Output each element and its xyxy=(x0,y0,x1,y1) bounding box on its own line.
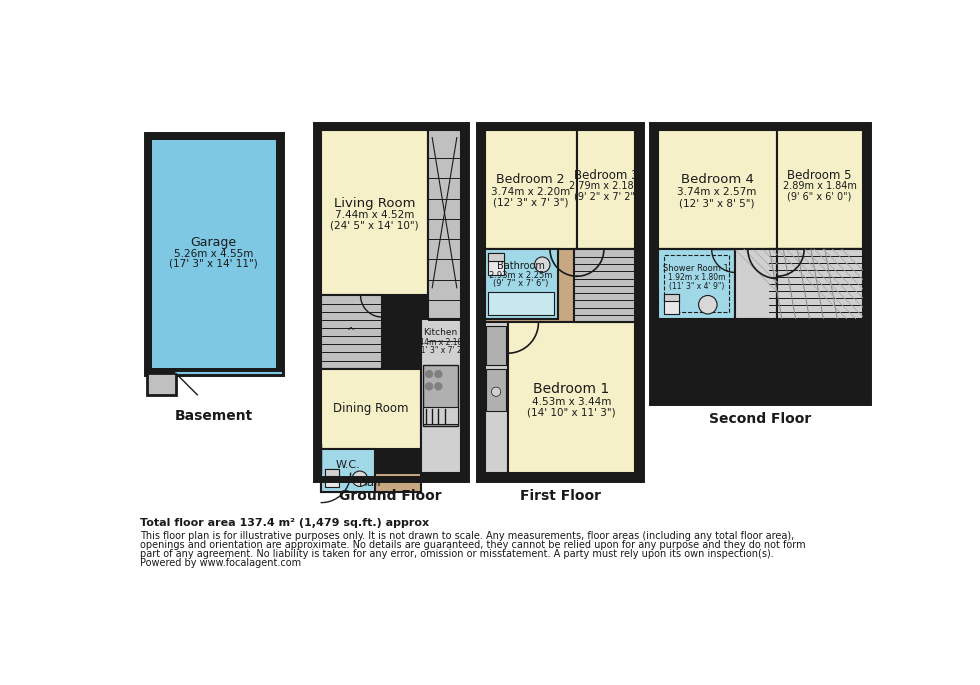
Circle shape xyxy=(435,383,442,390)
Bar xyxy=(484,249,558,319)
Text: 1.92m x 1.80m: 1.92m x 1.80m xyxy=(667,273,725,282)
Text: Dining Room: Dining Room xyxy=(333,402,409,415)
Bar xyxy=(664,294,679,314)
Bar xyxy=(321,473,420,492)
Circle shape xyxy=(435,371,442,377)
Circle shape xyxy=(425,383,432,390)
Text: 2.79m x 2.18m: 2.79m x 2.18m xyxy=(569,181,643,191)
Circle shape xyxy=(352,471,368,486)
Text: 2.89m x 1.84m: 2.89m x 1.84m xyxy=(783,181,857,191)
Text: (17' 3" x 14' 11"): (17' 3" x 14' 11") xyxy=(170,259,258,269)
Bar xyxy=(484,130,635,139)
Text: Bedroom 4: Bedroom 4 xyxy=(681,173,754,186)
Bar xyxy=(488,253,504,275)
Text: 2.93m x 2.25m: 2.93m x 2.25m xyxy=(489,271,553,280)
Text: part of any agreement. No liability is taken for any error, omission or misstate: part of any agreement. No liability is t… xyxy=(140,549,774,559)
Circle shape xyxy=(535,257,550,273)
Bar xyxy=(321,449,375,492)
Bar xyxy=(152,140,276,368)
Bar xyxy=(664,294,679,301)
Bar xyxy=(658,130,862,138)
Text: Bedroom 1: Bedroom 1 xyxy=(533,382,610,396)
Bar xyxy=(321,369,420,449)
Text: Bedroom 2: Bedroom 2 xyxy=(497,173,565,186)
Text: Total floor area 137.4 m² (1,479 sq.ft.) approx: Total floor area 137.4 m² (1,479 sq.ft.)… xyxy=(140,518,429,527)
Bar xyxy=(147,134,281,373)
Text: (14' 10" x 11' 3"): (14' 10" x 11' 3") xyxy=(527,408,615,418)
Text: Garage: Garage xyxy=(190,236,236,249)
Text: Hall: Hall xyxy=(360,476,382,489)
Bar xyxy=(486,369,506,411)
Bar xyxy=(653,125,868,401)
Bar xyxy=(488,253,504,261)
Text: Shower Room 1: Shower Room 1 xyxy=(663,264,729,273)
Text: openings and orientation are approximate. No details are guaranteed, they cannot: openings and orientation are approximate… xyxy=(140,540,806,550)
Bar xyxy=(325,469,339,487)
Bar xyxy=(479,125,641,479)
Circle shape xyxy=(492,387,501,397)
Bar xyxy=(488,292,554,314)
Text: (11' 3" x 7' 2"): (11' 3" x 7' 2") xyxy=(413,347,468,356)
Bar xyxy=(653,125,868,401)
Bar xyxy=(577,130,635,249)
Text: Bedroom 5: Bedroom 5 xyxy=(787,169,852,182)
Text: (12' 3" x 7' 3"): (12' 3" x 7' 3") xyxy=(493,197,568,208)
Text: ^: ^ xyxy=(347,327,356,337)
Bar xyxy=(428,130,461,369)
Bar xyxy=(321,295,382,369)
Text: 3.74m x 2.20m: 3.74m x 2.20m xyxy=(491,186,570,197)
Text: Second Floor: Second Floor xyxy=(710,412,811,425)
Text: W.C.: W.C. xyxy=(336,460,361,470)
Circle shape xyxy=(425,371,432,377)
Bar xyxy=(479,125,641,479)
Text: 5.26m x 4.55m: 5.26m x 4.55m xyxy=(173,249,253,259)
Text: First Floor: First Floor xyxy=(519,488,601,503)
Bar xyxy=(508,323,635,473)
Text: 7.44m x 4.52m: 7.44m x 4.52m xyxy=(335,210,415,220)
Bar xyxy=(147,134,281,373)
Text: Basement: Basement xyxy=(174,410,253,423)
Bar xyxy=(316,125,466,479)
Bar xyxy=(484,130,577,249)
Text: (12' 3" x 8' 5"): (12' 3" x 8' 5") xyxy=(679,198,755,208)
Text: Bedroom 3: Bedroom 3 xyxy=(574,169,638,182)
Text: 3.74m x 2.57m: 3.74m x 2.57m xyxy=(677,187,757,197)
Bar xyxy=(664,256,729,312)
Text: (9' 7" x 7' 6"): (9' 7" x 7' 6") xyxy=(493,279,549,288)
Text: 3.44m x 2.18m: 3.44m x 2.18m xyxy=(412,338,469,347)
Bar xyxy=(574,249,635,323)
Bar xyxy=(423,365,459,426)
Text: Ground Floor: Ground Floor xyxy=(339,488,442,503)
Bar xyxy=(484,323,508,473)
Text: Kitchen: Kitchen xyxy=(423,328,458,337)
Circle shape xyxy=(699,295,717,314)
Text: Powered by www.focalagent.com: Powered by www.focalagent.com xyxy=(140,558,302,569)
Text: (9' 2" x 7' 2"): (9' 2" x 7' 2") xyxy=(574,191,639,201)
Text: (11' 3" x 4' 9"): (11' 3" x 4' 9") xyxy=(668,282,724,290)
Bar xyxy=(777,130,862,249)
Bar xyxy=(777,249,862,319)
Bar xyxy=(769,249,862,319)
Text: (24' 5" x 14' 10"): (24' 5" x 14' 10") xyxy=(330,221,418,230)
Bar xyxy=(658,130,777,249)
Text: (9' 6" x 6' 0"): (9' 6" x 6' 0") xyxy=(787,191,852,201)
Bar xyxy=(658,249,735,319)
Bar xyxy=(484,249,635,323)
Bar xyxy=(321,130,428,295)
Text: 4.53m x 3.44m: 4.53m x 3.44m xyxy=(532,397,612,407)
Bar xyxy=(325,469,339,475)
Bar xyxy=(147,373,175,395)
Bar xyxy=(735,249,777,319)
Bar xyxy=(658,249,862,319)
Bar xyxy=(486,326,506,365)
Bar xyxy=(423,407,459,424)
Bar xyxy=(420,319,461,473)
Bar xyxy=(316,125,466,479)
Text: This floor plan is for illustrative purposes only. It is not drawn to scale. Any: This floor plan is for illustrative purp… xyxy=(140,531,795,540)
Text: Living Room: Living Room xyxy=(333,197,416,210)
Text: Bathroom: Bathroom xyxy=(497,261,545,271)
